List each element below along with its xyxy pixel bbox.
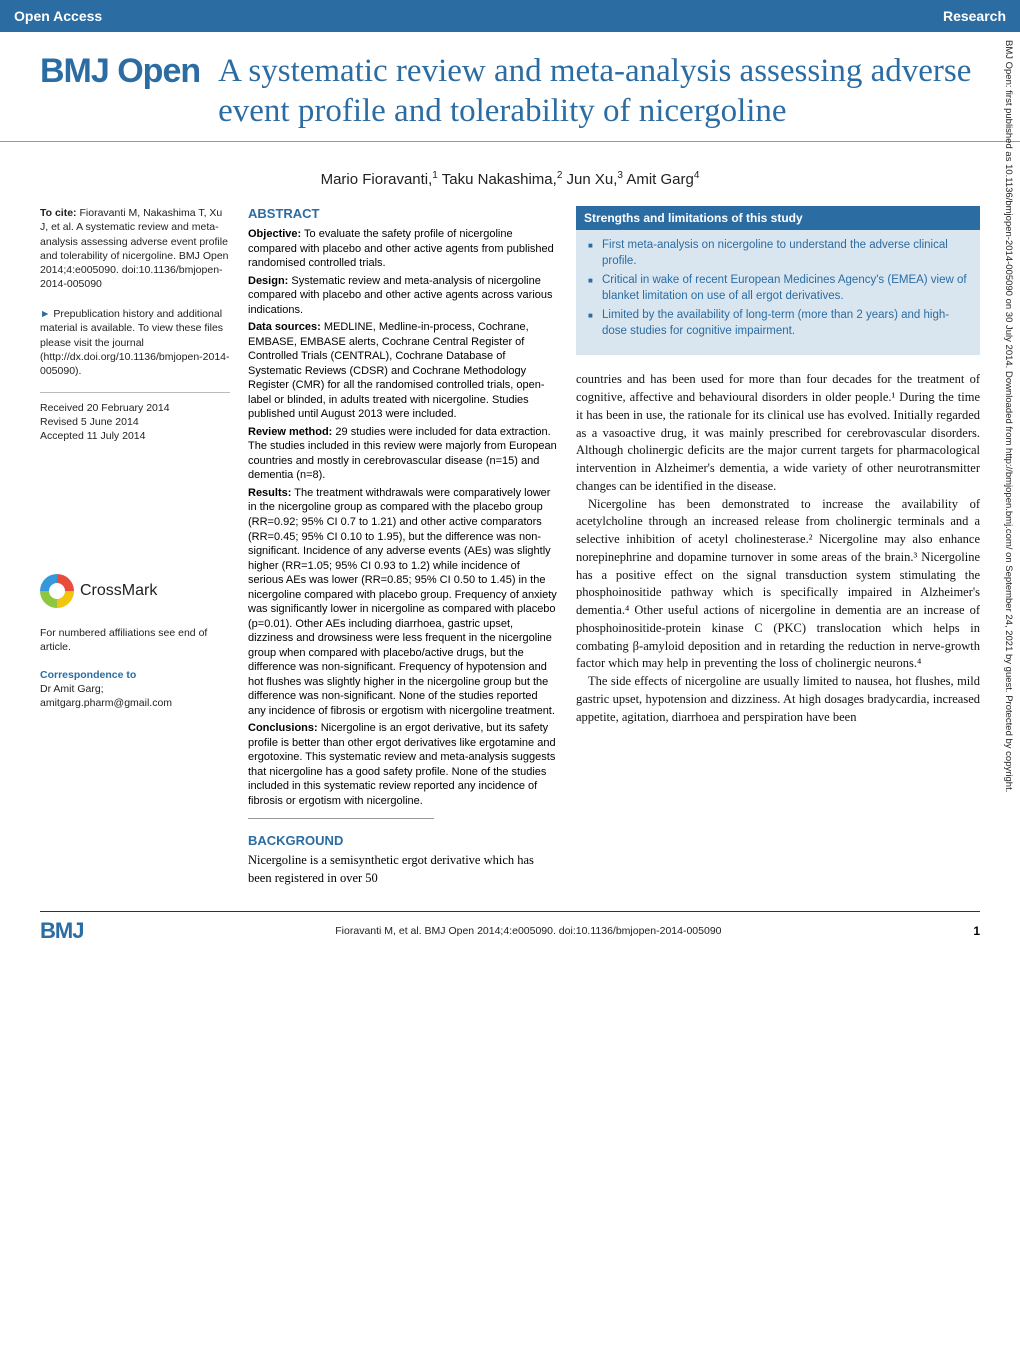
body-p3: The side effects of nicergoline are usua… — [576, 673, 980, 726]
correspondence-email: amitgarg.pharm@gmail.com — [40, 696, 230, 710]
citation-block: To cite: Fioravanti M, Nakashima T, Xu J… — [40, 206, 230, 291]
conclusions-text: Nicergoline is an ergot derivative, but … — [248, 722, 556, 807]
cite-label: To cite: — [40, 207, 77, 219]
abstract-header: ABSTRACT — [248, 206, 558, 221]
correspondence-block: Correspondence to Dr Amit Garg; amitgarg… — [40, 668, 230, 711]
abstract-review-method: Review method: 29 studies were included … — [248, 425, 558, 483]
abstract-data-sources: Data sources: MEDLINE, Medline-in-proces… — [248, 320, 558, 422]
strengths-header: Strengths and limitations of this study — [576, 206, 980, 230]
footer-page-number: 1 — [973, 924, 980, 938]
strengths-list: First meta-analysis on nicergoline to un… — [588, 238, 968, 339]
datasources-label: Data sources: — [248, 321, 321, 333]
abstract-conclusions: Conclusions: Nicergoline is an ergot der… — [248, 721, 558, 808]
abstract-results: Results: The treatment withdrawals were … — [248, 486, 558, 718]
page-footer: BMJ Fioravanti M, et al. BMJ Open 2014;4… — [40, 911, 980, 944]
background-header: BACKGROUND — [248, 833, 558, 848]
crossmark-icon — [40, 574, 74, 608]
datasources-text: MEDLINE, Medline-in-process, Cochrane, E… — [248, 321, 545, 420]
results-text: The treatment withdrawals were comparati… — [248, 487, 557, 717]
crossmark-label: CrossMark — [80, 582, 157, 600]
arrow-icon: ► — [40, 308, 50, 320]
cite-text: Fioravanti M, Nakashima T, Xu J, et al. … — [40, 207, 229, 290]
abstract-design: Design: Systematic review and meta-analy… — [248, 274, 558, 318]
footer-logo: BMJ — [40, 918, 83, 944]
accepted-date: Accepted 11 July 2014 — [40, 429, 230, 443]
objective-label: Objective: — [248, 228, 301, 240]
strengths-box: Strengths and limitations of this study … — [576, 206, 980, 355]
footer-citation: Fioravanti M, et al. BMJ Open 2014;4:e00… — [335, 925, 721, 937]
correspondence-name: Dr Amit Garg; — [40, 682, 230, 696]
dates-block: Received 20 February 2014 Revised 5 June… — [40, 392, 230, 444]
background-text: Nicergoline is a semisynthetic ergot der… — [248, 852, 558, 887]
body-text: countries and has been used for more tha… — [576, 371, 980, 726]
prepublication-note: ► Prepublication history and additional … — [40, 307, 230, 378]
header-bar: Open Access Research — [0, 0, 1020, 32]
article-title: A systematic review and meta-analysis as… — [218, 52, 980, 131]
reviewmethod-label: Review method: — [248, 426, 332, 438]
received-date: Received 20 February 2014 — [40, 401, 230, 415]
correspondence-header: Correspondence to — [40, 668, 230, 682]
title-block: BMJ Open A systematic review and meta-an… — [0, 32, 1020, 142]
design-text: Systematic review and meta-analysis of n… — [248, 275, 553, 316]
copyright-sidebar: BMJ Open: first published as 10.1136/bmj… — [992, 40, 1014, 934]
body-p1: countries and has been used for more tha… — [576, 371, 980, 495]
right-column: Strengths and limitations of this study … — [576, 206, 980, 887]
strengths-item: Limited by the availability of long-term… — [588, 308, 968, 339]
main-columns: To cite: Fioravanti M, Nakashima T, Xu J… — [0, 206, 1020, 897]
design-label: Design: — [248, 275, 288, 287]
journal-logo: BMJ Open — [40, 52, 218, 91]
revised-date: Revised 5 June 2014 — [40, 415, 230, 429]
abstract-rule — [248, 818, 434, 819]
authors-line: Mario Fioravanti,1 Taku Nakashima,2 Jun … — [0, 142, 1020, 206]
abstract-objective: Objective: To evaluate the safety profil… — [248, 227, 558, 271]
crossmark-badge[interactable]: CrossMark — [40, 574, 230, 608]
body-p2: Nicergoline has been demonstrated to inc… — [576, 496, 980, 674]
conclusions-label: Conclusions: — [248, 722, 318, 734]
prepub-text: Prepublication history and additional ma… — [40, 308, 230, 377]
strengths-item: First meta-analysis on nicergoline to un… — [588, 238, 968, 269]
middle-column: ABSTRACT Objective: To evaluate the safe… — [248, 206, 558, 887]
header-open-access: Open Access — [0, 0, 510, 32]
affiliations-note: For numbered affiliations see end of art… — [40, 626, 230, 654]
header-research: Research — [510, 0, 1020, 32]
left-column: To cite: Fioravanti M, Nakashima T, Xu J… — [40, 206, 230, 887]
strengths-item: Critical in wake of recent European Medi… — [588, 273, 968, 304]
results-label: Results: — [248, 487, 291, 499]
